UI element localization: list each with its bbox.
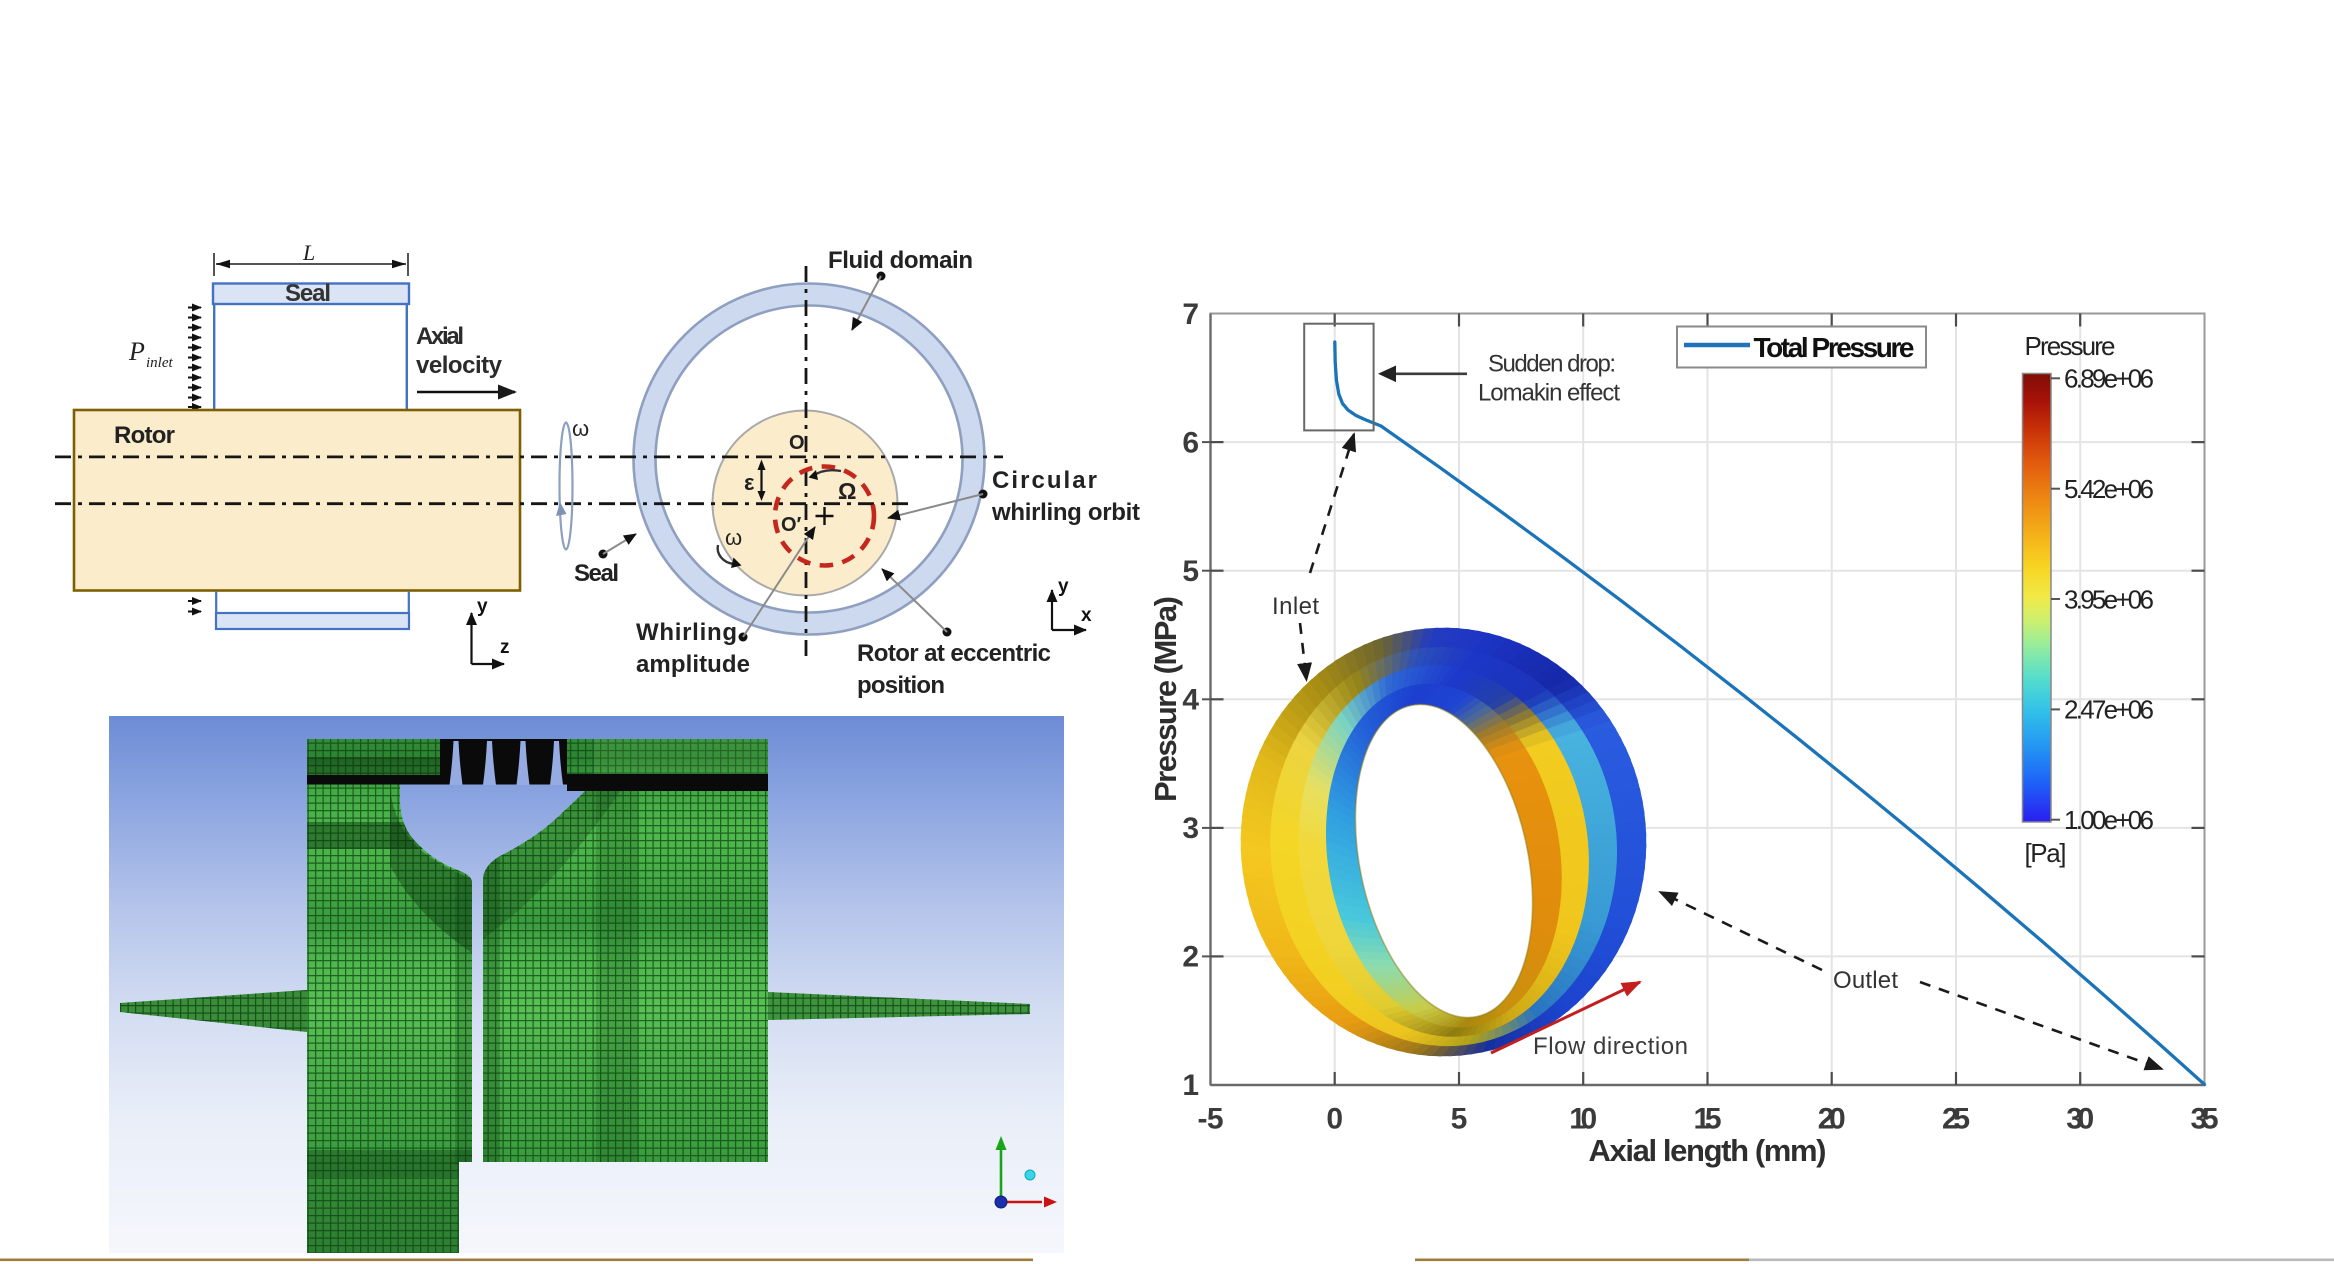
svg-text:Pressure (MPa): Pressure (MPa) [1148, 596, 1183, 802]
svg-text:Lomakin effect: Lomakin effect [1478, 380, 1620, 407]
svg-text:3.95e+06: 3.95e+06 [2064, 584, 2154, 614]
svg-text:P: P [128, 337, 145, 366]
svg-text:15: 15 [1694, 1103, 1722, 1136]
svg-text:25: 25 [1942, 1103, 1970, 1136]
svg-text:2.47e+06: 2.47e+06 [2064, 695, 2154, 725]
svg-text:Seal: Seal [574, 560, 619, 587]
svg-text:1: 1 [1182, 1069, 1199, 1102]
svg-text:-5: -5 [1198, 1103, 1224, 1136]
svg-text:[Pa]: [Pa] [2025, 838, 2067, 868]
svg-text:2: 2 [1182, 941, 1199, 974]
svg-text:30: 30 [2066, 1103, 2094, 1136]
svg-text:y: y [477, 596, 488, 617]
svg-text:O′: O′ [781, 514, 802, 536]
svg-text:20: 20 [1818, 1103, 1846, 1136]
svg-text:amplitude: amplitude [636, 651, 750, 678]
svg-text:1.00e+06: 1.00e+06 [2064, 805, 2154, 835]
svg-text:x: x [1081, 605, 1092, 626]
svg-text:Axial: Axial [416, 323, 464, 350]
svg-text:ε: ε [744, 470, 755, 495]
svg-text:5.42e+06: 5.42e+06 [2064, 474, 2154, 504]
svg-text:Seal: Seal [285, 280, 331, 307]
svg-text:Inlet: Inlet [1272, 593, 1319, 620]
svg-text:5: 5 [1182, 555, 1199, 588]
svg-text:Circular: Circular [992, 467, 1097, 494]
svg-text:inlet: inlet [146, 355, 173, 371]
svg-text:7: 7 [1182, 298, 1199, 331]
svg-text:3: 3 [1182, 812, 1199, 845]
svg-text:Fluid domain: Fluid domain [828, 247, 973, 274]
svg-text:6: 6 [1182, 427, 1199, 460]
svg-text:35: 35 [2191, 1103, 2219, 1136]
svg-text:0: 0 [1326, 1103, 1343, 1136]
svg-text:O: O [789, 432, 805, 454]
svg-text:10: 10 [1569, 1103, 1597, 1136]
svg-text:L: L [302, 240, 315, 265]
svg-text:Axial length (mm): Axial length (mm) [1589, 1133, 1827, 1168]
svg-text:Flow direction: Flow direction [1533, 1033, 1688, 1060]
svg-text:Whirling: Whirling [636, 619, 737, 646]
svg-text:Pressure: Pressure [2025, 331, 2116, 361]
svg-text:velocity: velocity [416, 352, 503, 379]
svg-text:ω: ω [572, 416, 589, 441]
svg-text:position: position [857, 672, 945, 699]
svg-text:Ω: Ω [838, 478, 856, 504]
svg-text:ω: ω [725, 525, 742, 550]
svg-text:Outlet: Outlet [1833, 967, 1898, 994]
svg-text:5: 5 [1451, 1103, 1468, 1136]
svg-text:y: y [1058, 576, 1069, 597]
svg-text:Rotor: Rotor [114, 422, 175, 449]
svg-text:4: 4 [1182, 684, 1199, 717]
svg-text:z: z [500, 637, 510, 658]
svg-text:6.89e+06: 6.89e+06 [2064, 364, 2154, 394]
svg-text:Rotor at eccentric: Rotor at eccentric [857, 640, 1051, 667]
svg-text:Total Pressure: Total Pressure [1754, 332, 1915, 363]
svg-text:Sudden drop:: Sudden drop: [1488, 351, 1616, 378]
svg-text:whirling orbit: whirling orbit [991, 499, 1140, 526]
